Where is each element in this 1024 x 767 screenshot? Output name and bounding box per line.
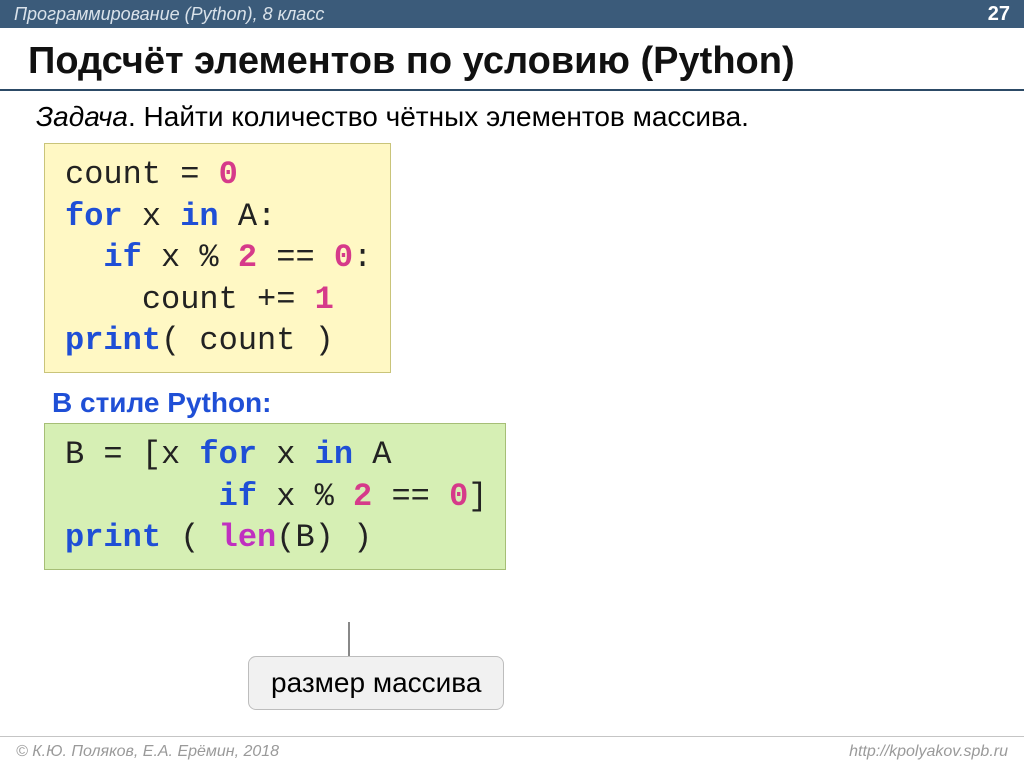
code-token: 0 bbox=[449, 478, 468, 515]
code-token: for bbox=[65, 198, 123, 235]
task-text: . Найти количество чётных элементов масс… bbox=[128, 101, 749, 132]
code-token: x bbox=[257, 436, 315, 473]
code-token: in bbox=[180, 198, 218, 235]
code-token: 1 bbox=[315, 281, 334, 318]
code-token: B = [x bbox=[65, 436, 199, 473]
code-token: 2 bbox=[353, 478, 372, 515]
code-token: ( bbox=[161, 519, 219, 556]
code-token: for bbox=[199, 436, 257, 473]
page-number: 27 bbox=[988, 3, 1010, 26]
code-token: if bbox=[65, 478, 257, 515]
python-style-label: В стиле Python: bbox=[52, 387, 1024, 419]
task-label: Задача bbox=[36, 101, 128, 132]
footer-authors: © К.Ю. Поляков, Е.А. Ерёмин, 2018 bbox=[16, 743, 279, 761]
code-token: print bbox=[65, 519, 161, 556]
callout-text: размер массива bbox=[271, 667, 481, 698]
course-title: Программирование (Python), 8 класс bbox=[14, 4, 324, 25]
code-token: if bbox=[65, 239, 142, 276]
code-block-classic: count = 0 for x in A: if x % 2 == 0: cou… bbox=[44, 143, 391, 373]
callout-connector bbox=[348, 622, 350, 656]
code-token: print bbox=[65, 322, 161, 359]
code-token: x bbox=[123, 198, 181, 235]
page-title: Подсчёт элементов по условию (Python) bbox=[28, 40, 1024, 83]
header-bar: Программирование (Python), 8 класс 27 bbox=[0, 0, 1024, 28]
code-token: : bbox=[353, 239, 372, 276]
code-token: count = bbox=[65, 156, 219, 193]
footer-url: http://kpolyakov.spb.ru bbox=[849, 743, 1008, 761]
code-token: ( count ) bbox=[161, 322, 334, 359]
code-token: A: bbox=[219, 198, 277, 235]
code-block-pythonic: B = [x for x in A if x % 2 == 0] print (… bbox=[44, 423, 506, 570]
task-statement: Задача. Найти количество чётных элементо… bbox=[0, 91, 1024, 143]
code-token: == bbox=[372, 478, 449, 515]
code-token: x % bbox=[257, 478, 353, 515]
title-section: Подсчёт элементов по условию (Python) bbox=[0, 28, 1024, 91]
code-token: 0 bbox=[219, 156, 238, 193]
code-token: x % bbox=[142, 239, 238, 276]
code-token: ] bbox=[468, 478, 487, 515]
callout-box: размер массива bbox=[248, 656, 504, 710]
code-token: A bbox=[353, 436, 391, 473]
code-token: len bbox=[219, 519, 277, 556]
code-token: in bbox=[315, 436, 353, 473]
code-token: count += bbox=[65, 281, 315, 318]
footer: © К.Ю. Поляков, Е.А. Ерёмин, 2018 http:/… bbox=[0, 736, 1024, 767]
code-token: == bbox=[257, 239, 334, 276]
code-token: (B) ) bbox=[276, 519, 372, 556]
code-token: 0 bbox=[334, 239, 353, 276]
code-token: 2 bbox=[238, 239, 257, 276]
